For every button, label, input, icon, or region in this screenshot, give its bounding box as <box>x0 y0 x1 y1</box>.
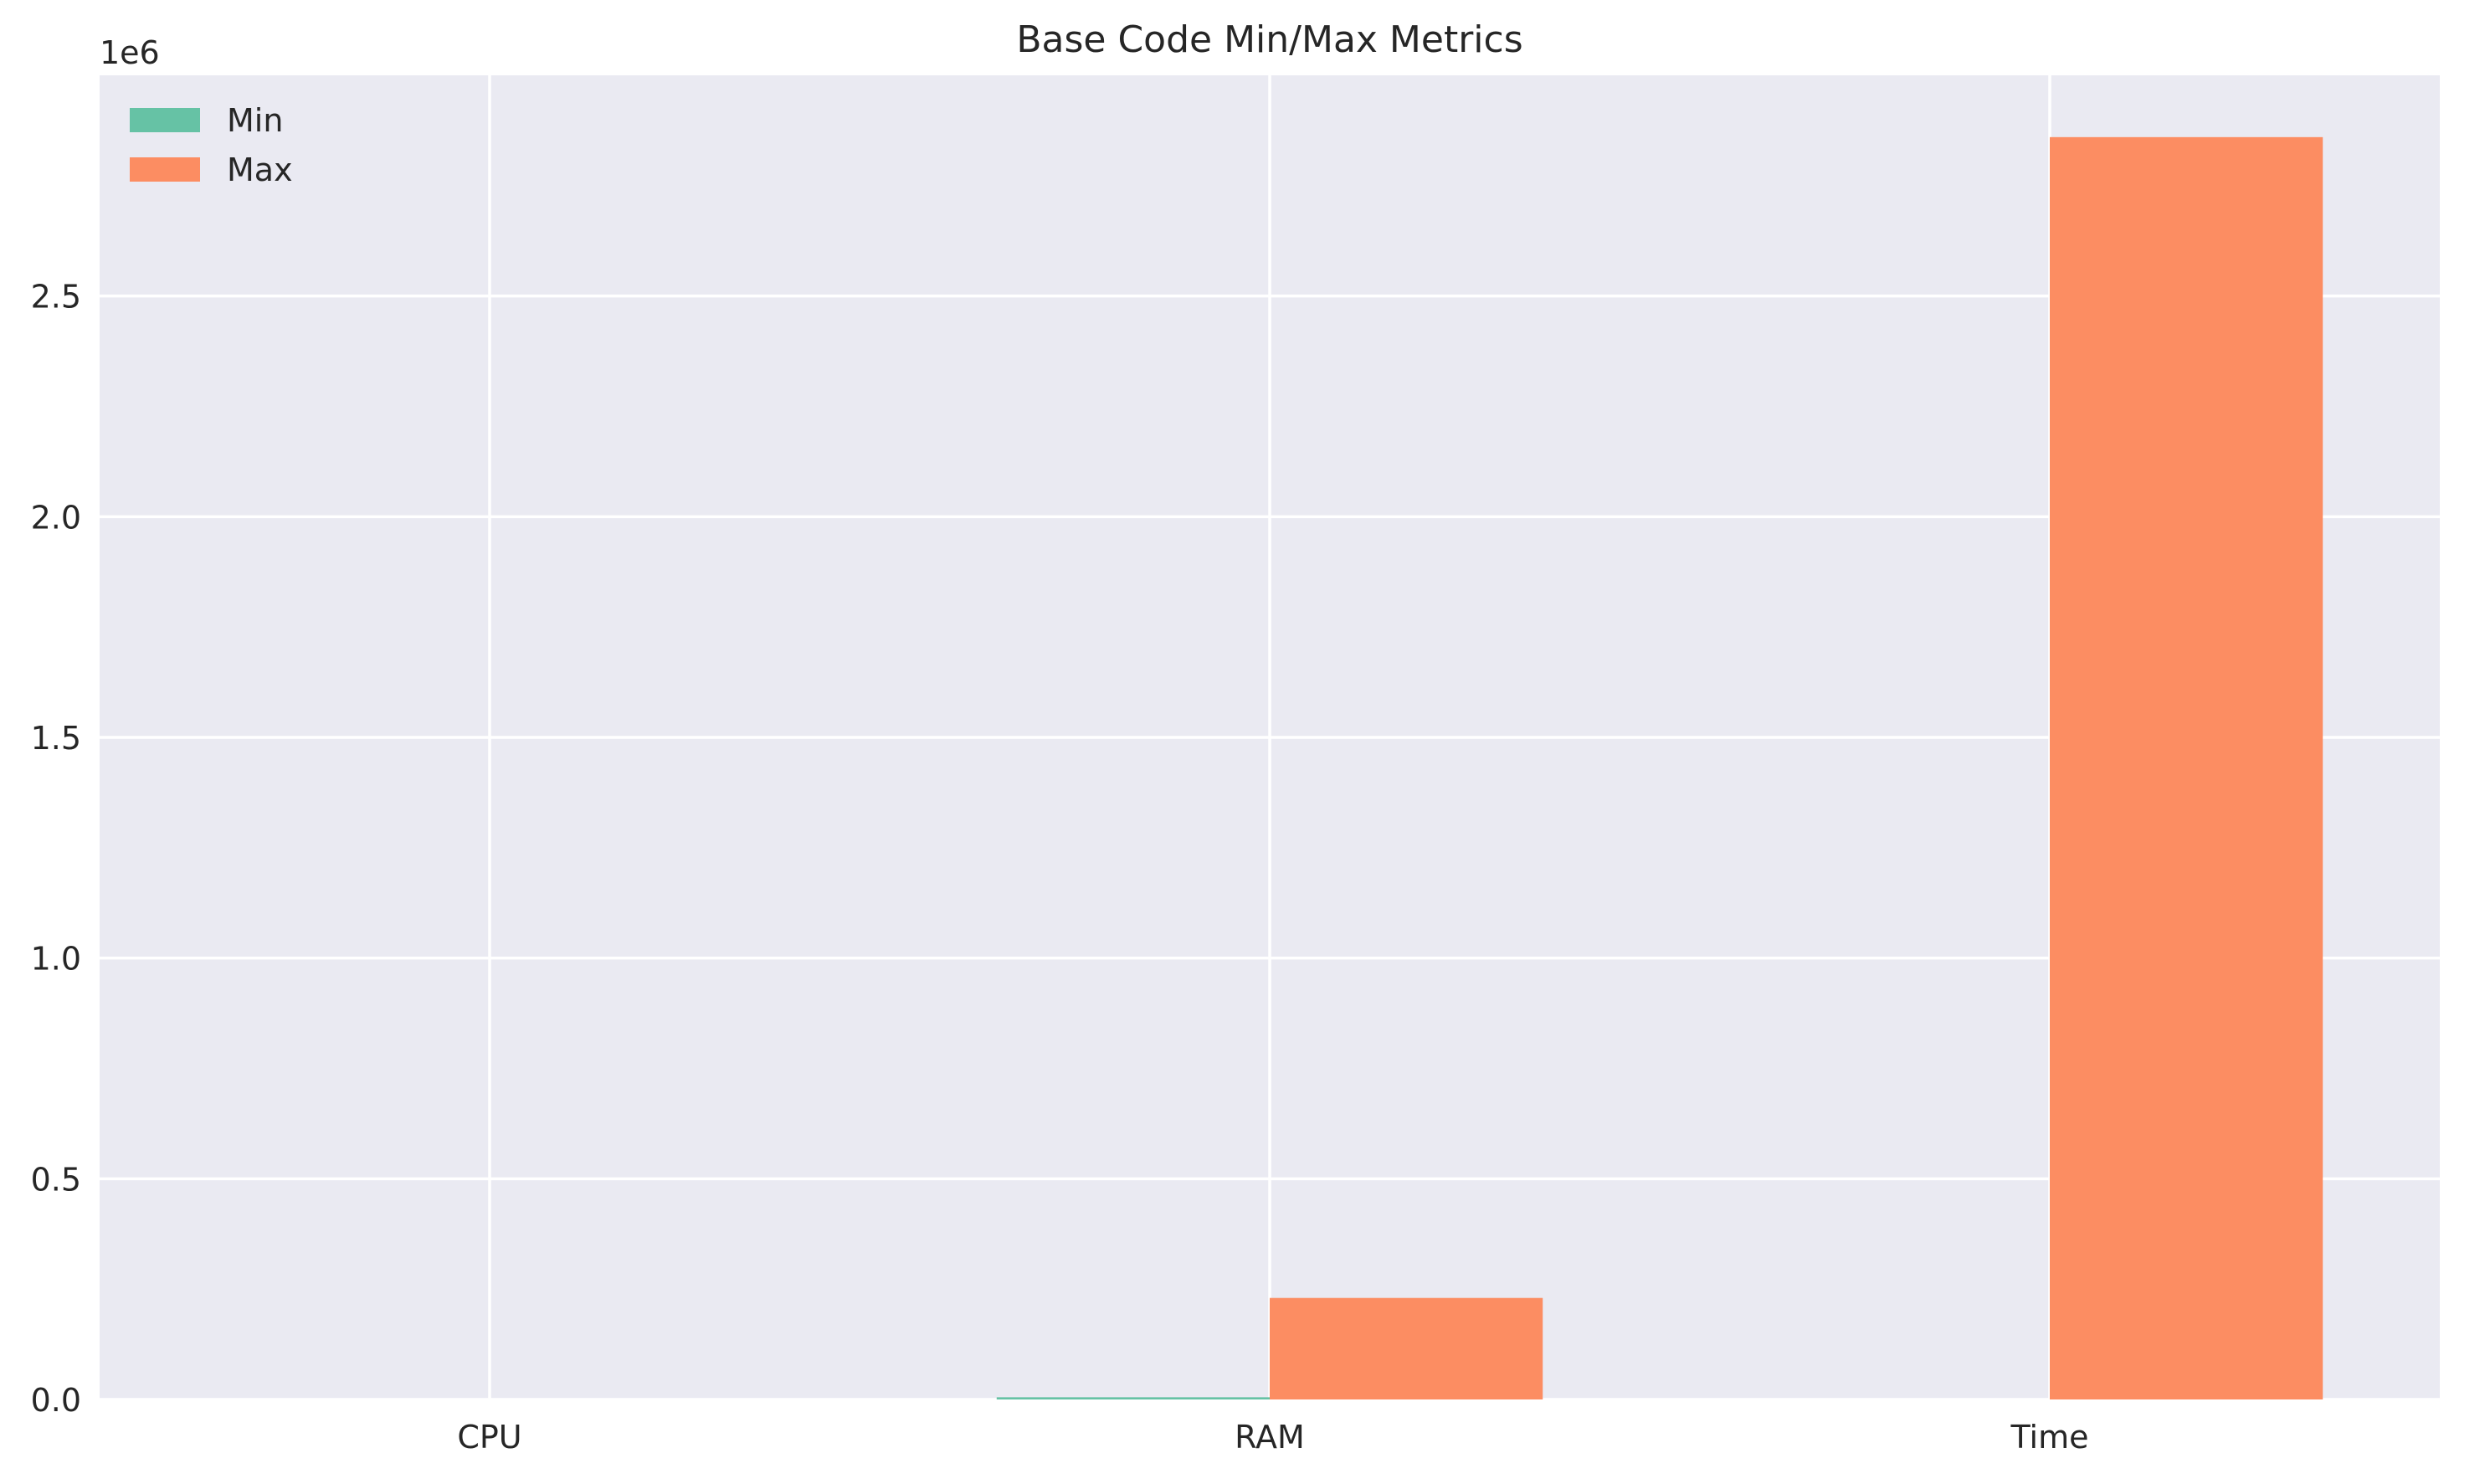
chart-title: Base Code Min/Max Metrics <box>1016 18 1522 61</box>
bar-max-ram <box>1270 1297 1543 1399</box>
legend-swatch-max <box>130 157 200 182</box>
legend: Min Max <box>130 102 293 188</box>
y-tick-label: 1.5 <box>31 720 81 757</box>
legend-label-max: Max <box>227 151 293 188</box>
y-tick-label: 2.0 <box>31 499 81 536</box>
y-axis-offset-label: 1e6 <box>100 34 160 71</box>
legend-label-min: Min <box>227 102 283 139</box>
axis-labels: 0.0 0.5 1.0 1.5 2.0 2.5 CPU RAM Time <box>31 279 2089 1456</box>
y-tick-label: 0.5 <box>31 1161 81 1198</box>
y-tick-label: 2.5 <box>31 279 81 316</box>
legend-swatch-min <box>130 108 200 132</box>
bars <box>996 136 2323 1399</box>
x-tick-label: CPU <box>457 1419 521 1456</box>
bar-min-ram <box>996 1397 1270 1399</box>
x-tick-label: Time <box>2010 1419 2089 1456</box>
x-tick-label: RAM <box>1235 1419 1305 1456</box>
y-tick-label: 0.0 <box>31 1382 81 1419</box>
y-tick-label: 1.0 <box>31 941 81 978</box>
bar-max-time <box>2050 136 2323 1399</box>
